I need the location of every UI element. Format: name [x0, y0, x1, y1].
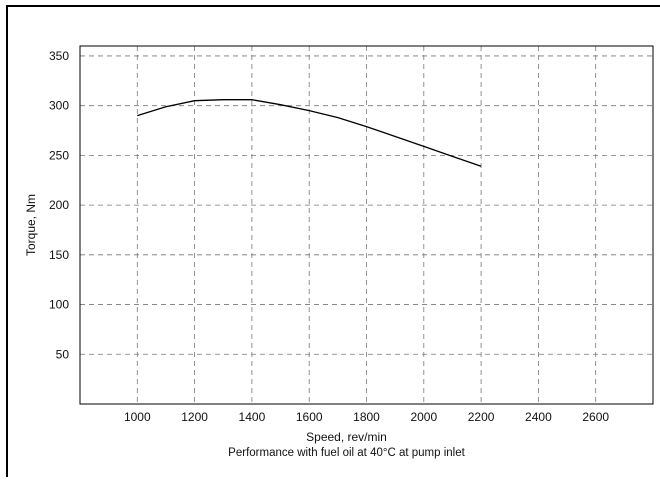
x-tick-label: 2600 — [582, 410, 609, 424]
plot-area — [79, 45, 654, 405]
y-tick-label: 200 — [49, 198, 69, 212]
y-tick-label: 150 — [49, 248, 69, 262]
x-tick-label: 1600 — [296, 410, 323, 424]
x-tick-label: 1200 — [181, 410, 208, 424]
grid-lines — [80, 46, 653, 404]
x-tick-label: 1000 — [124, 410, 151, 424]
y-tick-labels: 50 100 150 200 250 300 350 — [49, 49, 69, 361]
y-tick-label: 350 — [49, 49, 69, 63]
y-tick-label: 50 — [56, 347, 70, 361]
x-tick-label: 1800 — [353, 410, 380, 424]
y-tick-label: 300 — [49, 99, 69, 113]
figure-border — [6, 5, 660, 477]
y-tick-label: 100 — [49, 298, 69, 312]
torque-curve — [137, 99, 482, 167]
x-tick-label: 2000 — [410, 410, 437, 424]
x-axis-label: Speed, rev/min — [306, 430, 387, 444]
x-tick-label: 2400 — [525, 410, 552, 424]
x-tick-label: 1400 — [239, 410, 266, 424]
y-tick-label: 250 — [49, 148, 69, 162]
x-tick-label: 2200 — [468, 410, 495, 424]
chart-caption: Performance with fuel oil at 40°C at pum… — [228, 447, 465, 459]
x-tick-labels: 1000 1200 1400 1600 1800 2000 2200 2400 2600 — [124, 410, 609, 424]
y-axis-label: Torque, Nm — [24, 194, 38, 256]
